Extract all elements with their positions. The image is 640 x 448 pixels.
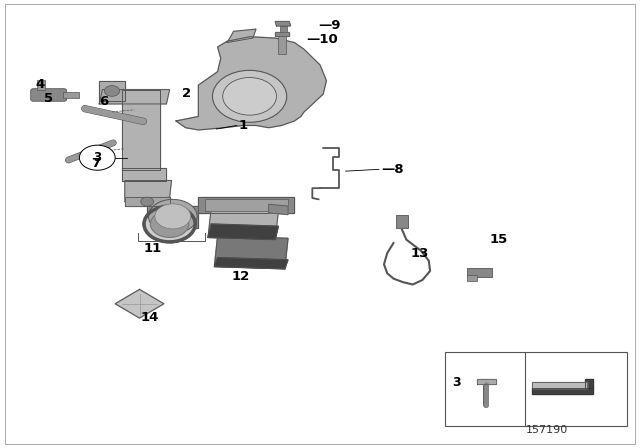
Text: —9: —9 <box>319 19 341 32</box>
Polygon shape <box>122 90 160 170</box>
Text: 13: 13 <box>411 246 429 260</box>
Polygon shape <box>115 289 164 318</box>
Bar <box>445 352 627 426</box>
Polygon shape <box>208 224 278 240</box>
Circle shape <box>148 199 197 233</box>
Text: 15: 15 <box>490 233 508 246</box>
Polygon shape <box>176 37 326 130</box>
Polygon shape <box>269 204 288 215</box>
Circle shape <box>144 206 195 242</box>
Polygon shape <box>99 81 125 101</box>
Text: 12: 12 <box>232 270 250 284</box>
Circle shape <box>79 145 115 170</box>
Polygon shape <box>125 181 172 202</box>
Polygon shape <box>275 22 291 26</box>
Circle shape <box>223 78 276 115</box>
Bar <box>467 275 477 281</box>
Polygon shape <box>99 90 170 104</box>
Circle shape <box>104 86 120 96</box>
Text: 4: 4 <box>36 78 45 91</box>
Polygon shape <box>585 379 593 388</box>
Polygon shape <box>147 206 198 228</box>
Polygon shape <box>208 208 278 240</box>
Text: 3: 3 <box>452 376 461 389</box>
Text: 5: 5 <box>44 92 52 105</box>
Text: 11: 11 <box>143 242 162 255</box>
Polygon shape <box>122 168 166 181</box>
Circle shape <box>155 204 191 229</box>
Polygon shape <box>214 236 288 269</box>
Circle shape <box>212 70 287 122</box>
Bar <box>37 80 45 90</box>
Bar <box>63 92 79 98</box>
Bar <box>205 199 288 211</box>
Polygon shape <box>477 379 496 383</box>
Bar <box>467 268 492 277</box>
Bar <box>280 26 287 34</box>
Text: 1: 1 <box>238 119 247 132</box>
FancyBboxPatch shape <box>31 89 67 101</box>
Text: —8: —8 <box>381 163 403 176</box>
Text: —10: —10 <box>306 33 338 46</box>
Text: 7: 7 <box>91 157 100 170</box>
Text: 2: 2 <box>182 86 191 100</box>
Polygon shape <box>125 197 170 206</box>
Bar <box>278 33 286 54</box>
Circle shape <box>150 211 189 237</box>
Bar <box>396 215 408 228</box>
Polygon shape <box>227 29 256 43</box>
Text: 157190: 157190 <box>526 426 568 435</box>
Polygon shape <box>532 388 593 394</box>
Text: 14: 14 <box>141 310 159 324</box>
Polygon shape <box>214 258 288 269</box>
Polygon shape <box>198 197 294 213</box>
Polygon shape <box>532 383 587 388</box>
Polygon shape <box>275 32 289 36</box>
Text: 6: 6 <box>99 95 108 108</box>
Circle shape <box>141 197 154 206</box>
Text: 3: 3 <box>93 151 101 164</box>
